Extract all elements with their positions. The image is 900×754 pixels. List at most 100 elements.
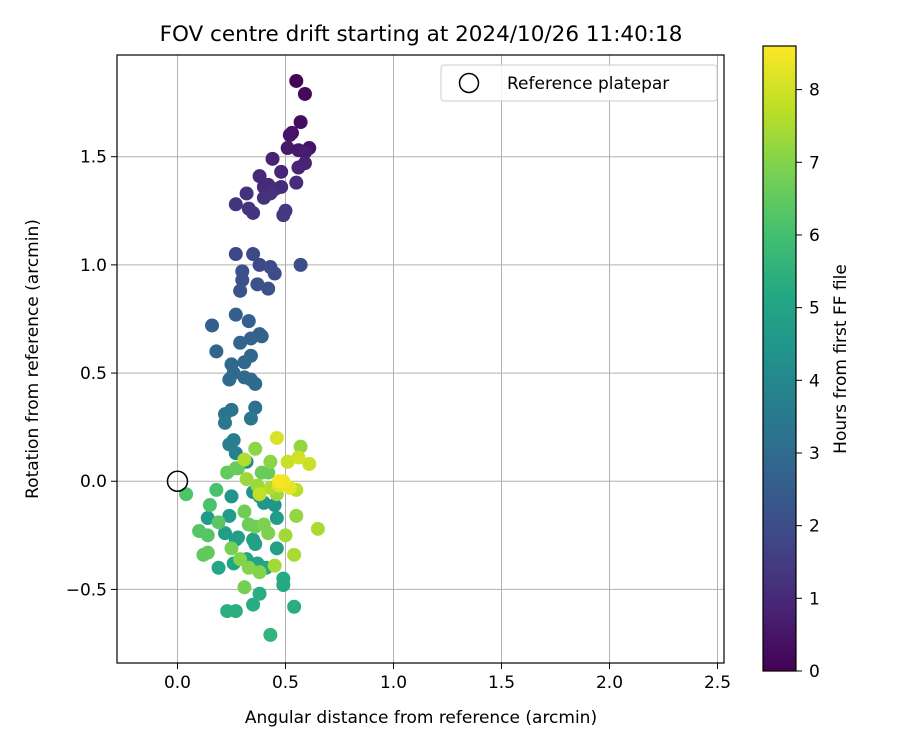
data-point (209, 482, 224, 497)
legend-box (440, 64, 718, 102)
data-point (200, 511, 215, 526)
data-point (289, 73, 304, 88)
data-point (202, 498, 217, 513)
x-tick-label: 1.0 (380, 673, 407, 693)
data-point (276, 208, 291, 223)
x-axis-label: Angular distance from reference (arcmin) (245, 708, 597, 728)
data-point (241, 314, 256, 329)
y-axis-label: Rotation from reference (arcmin) (23, 219, 43, 499)
data-point (233, 335, 248, 350)
data-point (222, 372, 237, 387)
colorbar: 0 1 2 3 4 5 6 7 8 Hours from first FF file (762, 45, 851, 682)
data-point (274, 164, 289, 179)
data-point (237, 452, 252, 467)
colorbar-tick-label: 8 (809, 81, 820, 101)
data-point (248, 441, 263, 456)
data-point (280, 454, 295, 469)
data-point (211, 515, 226, 530)
data-point (248, 400, 263, 415)
data-point (200, 545, 215, 560)
data-point (272, 474, 287, 489)
data-point (224, 541, 239, 556)
data-point (235, 273, 250, 288)
data-point (267, 266, 282, 281)
data-point (252, 487, 267, 502)
y-tick-label: 0.0 (80, 472, 107, 492)
data-point (252, 169, 267, 184)
colorbar-tick-label: 5 (809, 299, 820, 319)
data-point (224, 489, 239, 504)
data-point (263, 454, 278, 469)
data-point (269, 511, 284, 526)
data-point (293, 439, 308, 454)
data-point (205, 318, 220, 333)
x-tick-label: 2.0 (596, 673, 623, 693)
data-point (228, 604, 243, 619)
data-point (280, 141, 295, 156)
data-point (256, 190, 271, 205)
data-point (291, 160, 306, 175)
data-point (263, 627, 278, 642)
data-point (265, 151, 280, 166)
data-point (287, 599, 302, 614)
legend-marker-icon (458, 72, 480, 94)
data-point (248, 376, 263, 391)
data-point (302, 456, 317, 471)
data-point (239, 472, 254, 487)
colorbar-tick-label: 2 (809, 517, 820, 537)
y-tick-label: 1.0 (80, 256, 107, 276)
data-point (261, 526, 276, 541)
data-point (237, 355, 252, 370)
data-point (218, 415, 233, 430)
data-point (291, 450, 306, 465)
data-point (211, 560, 226, 575)
data-point (297, 86, 312, 101)
colorbar-tick-label: 7 (809, 153, 820, 173)
data-point (252, 257, 267, 272)
colorbar-tick-label: 4 (809, 371, 820, 391)
x-tick-label: 0.5 (272, 673, 299, 693)
data-point (310, 521, 325, 536)
colorbar-tick-label: 0 (809, 662, 820, 682)
data-point (241, 560, 256, 575)
data-point (293, 257, 308, 272)
data-point (267, 498, 282, 513)
data-point (239, 186, 254, 201)
colorbar-tick-label: 6 (809, 226, 820, 246)
data-point (254, 329, 269, 344)
colorbar-label: Hours from first FF file (831, 264, 851, 454)
data-point (200, 528, 215, 543)
y-axis-ticks: −0.5 0.0 0.5 1.0 1.5 (66, 148, 117, 600)
data-point (243, 331, 258, 346)
data-point (233, 552, 248, 567)
legend-entry-reference: Reference platepar (507, 74, 669, 94)
data-point (233, 283, 248, 298)
colorbar-tick-label: 3 (809, 444, 820, 464)
y-tick-label: 1.5 (80, 148, 107, 168)
data-point (269, 541, 284, 556)
data-point (289, 508, 304, 523)
data-point (246, 532, 261, 547)
data-point (250, 277, 265, 292)
plot-frame (116, 54, 725, 664)
data-point (237, 504, 252, 519)
data-point (228, 247, 243, 262)
data-point (261, 281, 276, 296)
chart-title: FOV centre drift starting at 2024/10/26 … (160, 22, 683, 47)
y-tick-label: 0.5 (80, 364, 107, 384)
data-point (222, 508, 237, 523)
data-point (261, 465, 276, 480)
x-tick-label: 0.0 (164, 673, 191, 693)
y-tick-label: −0.5 (66, 580, 107, 600)
data-point (287, 547, 302, 562)
data-point (293, 115, 308, 130)
data-point (218, 526, 233, 541)
reference-platepar-marker (166, 470, 189, 492)
colorbar-tick-label: 1 (809, 589, 820, 609)
data-point (276, 578, 291, 593)
x-tick-label: 2.5 (704, 673, 731, 693)
data-point (252, 565, 267, 580)
data-point (282, 128, 297, 143)
